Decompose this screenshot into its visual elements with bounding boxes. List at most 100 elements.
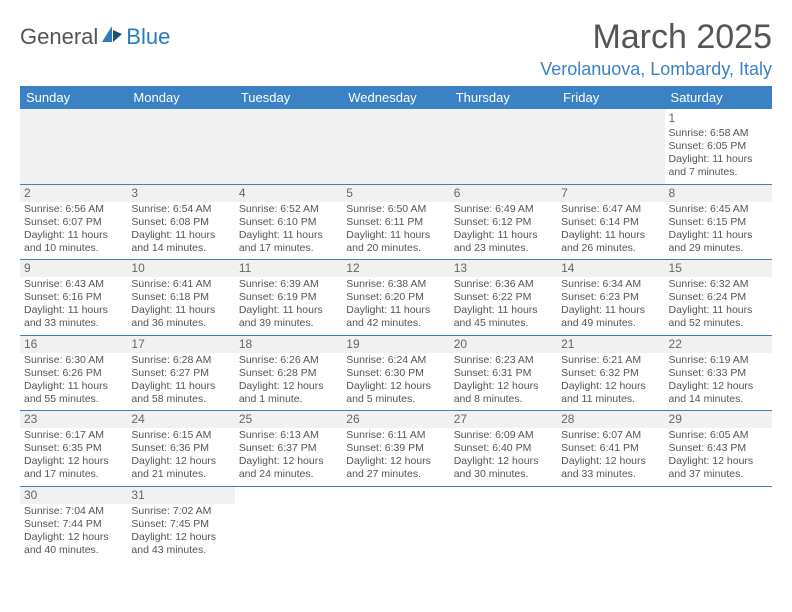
sunset-text: Sunset: 6:18 PM — [131, 291, 230, 304]
calendar-cell — [450, 486, 557, 561]
daylight-text: Daylight: 11 hours and 14 minutes. — [131, 229, 230, 255]
day-header-row: Sunday Monday Tuesday Wednesday Thursday… — [20, 86, 772, 109]
daylight-text: Daylight: 11 hours and 49 minutes. — [561, 304, 660, 330]
calendar-cell: 19Sunrise: 6:24 AMSunset: 6:30 PMDayligh… — [342, 335, 449, 411]
sunrise-text: Sunrise: 6:38 AM — [346, 278, 445, 291]
daylight-text: Daylight: 11 hours and 29 minutes. — [669, 229, 768, 255]
sunrise-text: Sunrise: 6:43 AM — [24, 278, 123, 291]
daylight-text: Daylight: 12 hours and 33 minutes. — [561, 455, 660, 481]
calendar-cell — [450, 109, 557, 184]
day-number: 23 — [20, 411, 127, 428]
calendar-week: 2Sunrise: 6:56 AMSunset: 6:07 PMDaylight… — [20, 184, 772, 260]
sunrise-text: Sunrise: 6:36 AM — [454, 278, 553, 291]
calendar-cell: 2Sunrise: 6:56 AMSunset: 6:07 PMDaylight… — [20, 184, 127, 260]
daylight-text: Daylight: 11 hours and 7 minutes. — [669, 153, 768, 179]
day-number: 30 — [20, 487, 127, 504]
daylight-text: Daylight: 11 hours and 55 minutes. — [24, 380, 123, 406]
sunset-text: Sunset: 6:32 PM — [561, 367, 660, 380]
daylight-text: Daylight: 11 hours and 39 minutes. — [239, 304, 338, 330]
sunset-text: Sunset: 6:08 PM — [131, 216, 230, 229]
sunset-text: Sunset: 6:19 PM — [239, 291, 338, 304]
day-header: Monday — [127, 86, 234, 109]
sunrise-text: Sunrise: 6:28 AM — [131, 354, 230, 367]
daylight-text: Daylight: 12 hours and 43 minutes. — [131, 531, 230, 557]
calendar-cell — [235, 109, 342, 184]
sunset-text: Sunset: 6:11 PM — [346, 216, 445, 229]
daylight-text: Daylight: 11 hours and 10 minutes. — [24, 229, 123, 255]
sunset-text: Sunset: 6:39 PM — [346, 442, 445, 455]
day-number: 12 — [342, 260, 449, 277]
calendar-cell: 31Sunrise: 7:02 AMSunset: 7:45 PMDayligh… — [127, 486, 234, 561]
calendar-cell — [20, 109, 127, 184]
sunset-text: Sunset: 6:23 PM — [561, 291, 660, 304]
calendar-cell: 17Sunrise: 6:28 AMSunset: 6:27 PMDayligh… — [127, 335, 234, 411]
day-header: Tuesday — [235, 86, 342, 109]
sunset-text: Sunset: 6:12 PM — [454, 216, 553, 229]
sunrise-text: Sunrise: 7:02 AM — [131, 505, 230, 518]
calendar-cell: 9Sunrise: 6:43 AMSunset: 6:16 PMDaylight… — [20, 260, 127, 336]
daylight-text: Daylight: 12 hours and 1 minute. — [239, 380, 338, 406]
calendar-cell: 4Sunrise: 6:52 AMSunset: 6:10 PMDaylight… — [235, 184, 342, 260]
calendar-cell: 18Sunrise: 6:26 AMSunset: 6:28 PMDayligh… — [235, 335, 342, 411]
daylight-text: Daylight: 11 hours and 58 minutes. — [131, 380, 230, 406]
calendar-cell: 10Sunrise: 6:41 AMSunset: 6:18 PMDayligh… — [127, 260, 234, 336]
daylight-text: Daylight: 11 hours and 36 minutes. — [131, 304, 230, 330]
day-number: 7 — [557, 185, 664, 202]
sunset-text: Sunset: 6:28 PM — [239, 367, 338, 380]
day-number: 2 — [20, 185, 127, 202]
day-number: 10 — [127, 260, 234, 277]
sunset-text: Sunset: 7:45 PM — [131, 518, 230, 531]
calendar-cell — [665, 486, 772, 561]
calendar-cell: 26Sunrise: 6:11 AMSunset: 6:39 PMDayligh… — [342, 411, 449, 487]
daylight-text: Daylight: 11 hours and 45 minutes. — [454, 304, 553, 330]
calendar-cell: 28Sunrise: 6:07 AMSunset: 6:41 PMDayligh… — [557, 411, 664, 487]
calendar-cell: 23Sunrise: 6:17 AMSunset: 6:35 PMDayligh… — [20, 411, 127, 487]
day-number: 5 — [342, 185, 449, 202]
day-number: 19 — [342, 336, 449, 353]
calendar-week: 30Sunrise: 7:04 AMSunset: 7:44 PMDayligh… — [20, 486, 772, 561]
calendar-cell: 3Sunrise: 6:54 AMSunset: 6:08 PMDaylight… — [127, 184, 234, 260]
daylight-text: Daylight: 11 hours and 23 minutes. — [454, 229, 553, 255]
daylight-text: Daylight: 11 hours and 52 minutes. — [669, 304, 768, 330]
day-number: 28 — [557, 411, 664, 428]
sunset-text: Sunset: 6:40 PM — [454, 442, 553, 455]
sunset-text: Sunset: 6:16 PM — [24, 291, 123, 304]
day-number: 1 — [669, 111, 768, 126]
sunrise-text: Sunrise: 6:23 AM — [454, 354, 553, 367]
calendar-week: 16Sunrise: 6:30 AMSunset: 6:26 PMDayligh… — [20, 335, 772, 411]
logo-text-general: General — [20, 24, 98, 50]
sunrise-text: Sunrise: 6:13 AM — [239, 429, 338, 442]
daylight-text: Daylight: 11 hours and 42 minutes. — [346, 304, 445, 330]
sunset-text: Sunset: 6:07 PM — [24, 216, 123, 229]
sunrise-text: Sunrise: 6:19 AM — [669, 354, 768, 367]
calendar-cell: 7Sunrise: 6:47 AMSunset: 6:14 PMDaylight… — [557, 184, 664, 260]
header: General Blue March 2025 Verolanuova, Lom… — [20, 18, 772, 80]
calendar-cell: 29Sunrise: 6:05 AMSunset: 6:43 PMDayligh… — [665, 411, 772, 487]
calendar-cell: 21Sunrise: 6:21 AMSunset: 6:32 PMDayligh… — [557, 335, 664, 411]
daylight-text: Daylight: 12 hours and 27 minutes. — [346, 455, 445, 481]
calendar-cell: 22Sunrise: 6:19 AMSunset: 6:33 PMDayligh… — [665, 335, 772, 411]
calendar-cell: 16Sunrise: 6:30 AMSunset: 6:26 PMDayligh… — [20, 335, 127, 411]
sunrise-text: Sunrise: 6:11 AM — [346, 429, 445, 442]
month-title: March 2025 — [540, 18, 772, 57]
day-number: 15 — [665, 260, 772, 277]
calendar-week: 9Sunrise: 6:43 AMSunset: 6:16 PM Daylight… — [20, 260, 772, 336]
sunrise-text: Sunrise: 6:17 AM — [24, 429, 123, 442]
sunrise-text: Sunrise: 6:26 AM — [239, 354, 338, 367]
calendar-cell: 27Sunrise: 6:09 AMSunset: 6:40 PMDayligh… — [450, 411, 557, 487]
logo: General Blue — [20, 18, 170, 50]
sunrise-text: Sunrise: 6:58 AM — [669, 127, 768, 140]
calendar-week: 1Sunrise: 6:58 AMSunset: 6:05 PMDaylight… — [20, 109, 772, 184]
day-number: 17 — [127, 336, 234, 353]
sunset-text: Sunset: 6:35 PM — [24, 442, 123, 455]
day-number: 29 — [665, 411, 772, 428]
calendar-cell: 6Sunrise: 6:49 AMSunset: 6:12 PMDaylight… — [450, 184, 557, 260]
calendar-cell: 14Sunrise: 6:34 AMSunset: 6:23 PMDayligh… — [557, 260, 664, 336]
calendar-cell — [235, 486, 342, 561]
day-number: 18 — [235, 336, 342, 353]
day-number: 11 — [235, 260, 342, 277]
sunset-text: Sunset: 6:27 PM — [131, 367, 230, 380]
day-number: 9 — [20, 260, 127, 277]
sunset-text: Sunset: 6:33 PM — [669, 367, 768, 380]
sunset-text: Sunset: 6:43 PM — [669, 442, 768, 455]
